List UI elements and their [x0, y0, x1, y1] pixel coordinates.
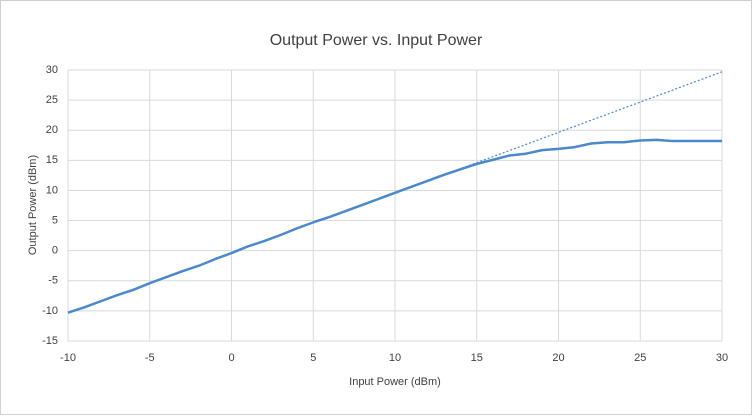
x-tick-label: 15: [471, 352, 483, 364]
series-line: [67, 138, 722, 314]
y-tick-label: 25: [46, 94, 58, 106]
x-tick-label: 30: [716, 352, 728, 364]
x-axis-label: Input Power (dBm): [349, 376, 441, 388]
y-tick-label: 20: [46, 124, 58, 136]
y-tick-label: 10: [46, 184, 58, 196]
y-tick-label: -5: [48, 275, 58, 287]
x-tick-label: -10: [60, 352, 76, 364]
x-tick-label: 10: [389, 352, 401, 364]
x-tick-label: 5: [310, 352, 316, 364]
chart-title: Output Power vs. Input Power: [270, 32, 483, 49]
y-tick-label: 5: [52, 214, 58, 226]
x-tick-label: 25: [634, 352, 646, 364]
y-tick-label: 30: [46, 64, 58, 76]
y-axis-label: Output Power (dBm): [27, 155, 39, 255]
y-tick-label: 0: [52, 245, 58, 257]
series-line: [427, 71, 723, 182]
x-tick-label: 20: [552, 352, 564, 364]
y-tick-label: 15: [46, 154, 58, 166]
y-tick-label: -15: [42, 335, 58, 347]
x-tick-label: 0: [228, 352, 234, 364]
x-tick-label: -5: [145, 352, 155, 364]
y-tick-label: -10: [42, 305, 58, 317]
